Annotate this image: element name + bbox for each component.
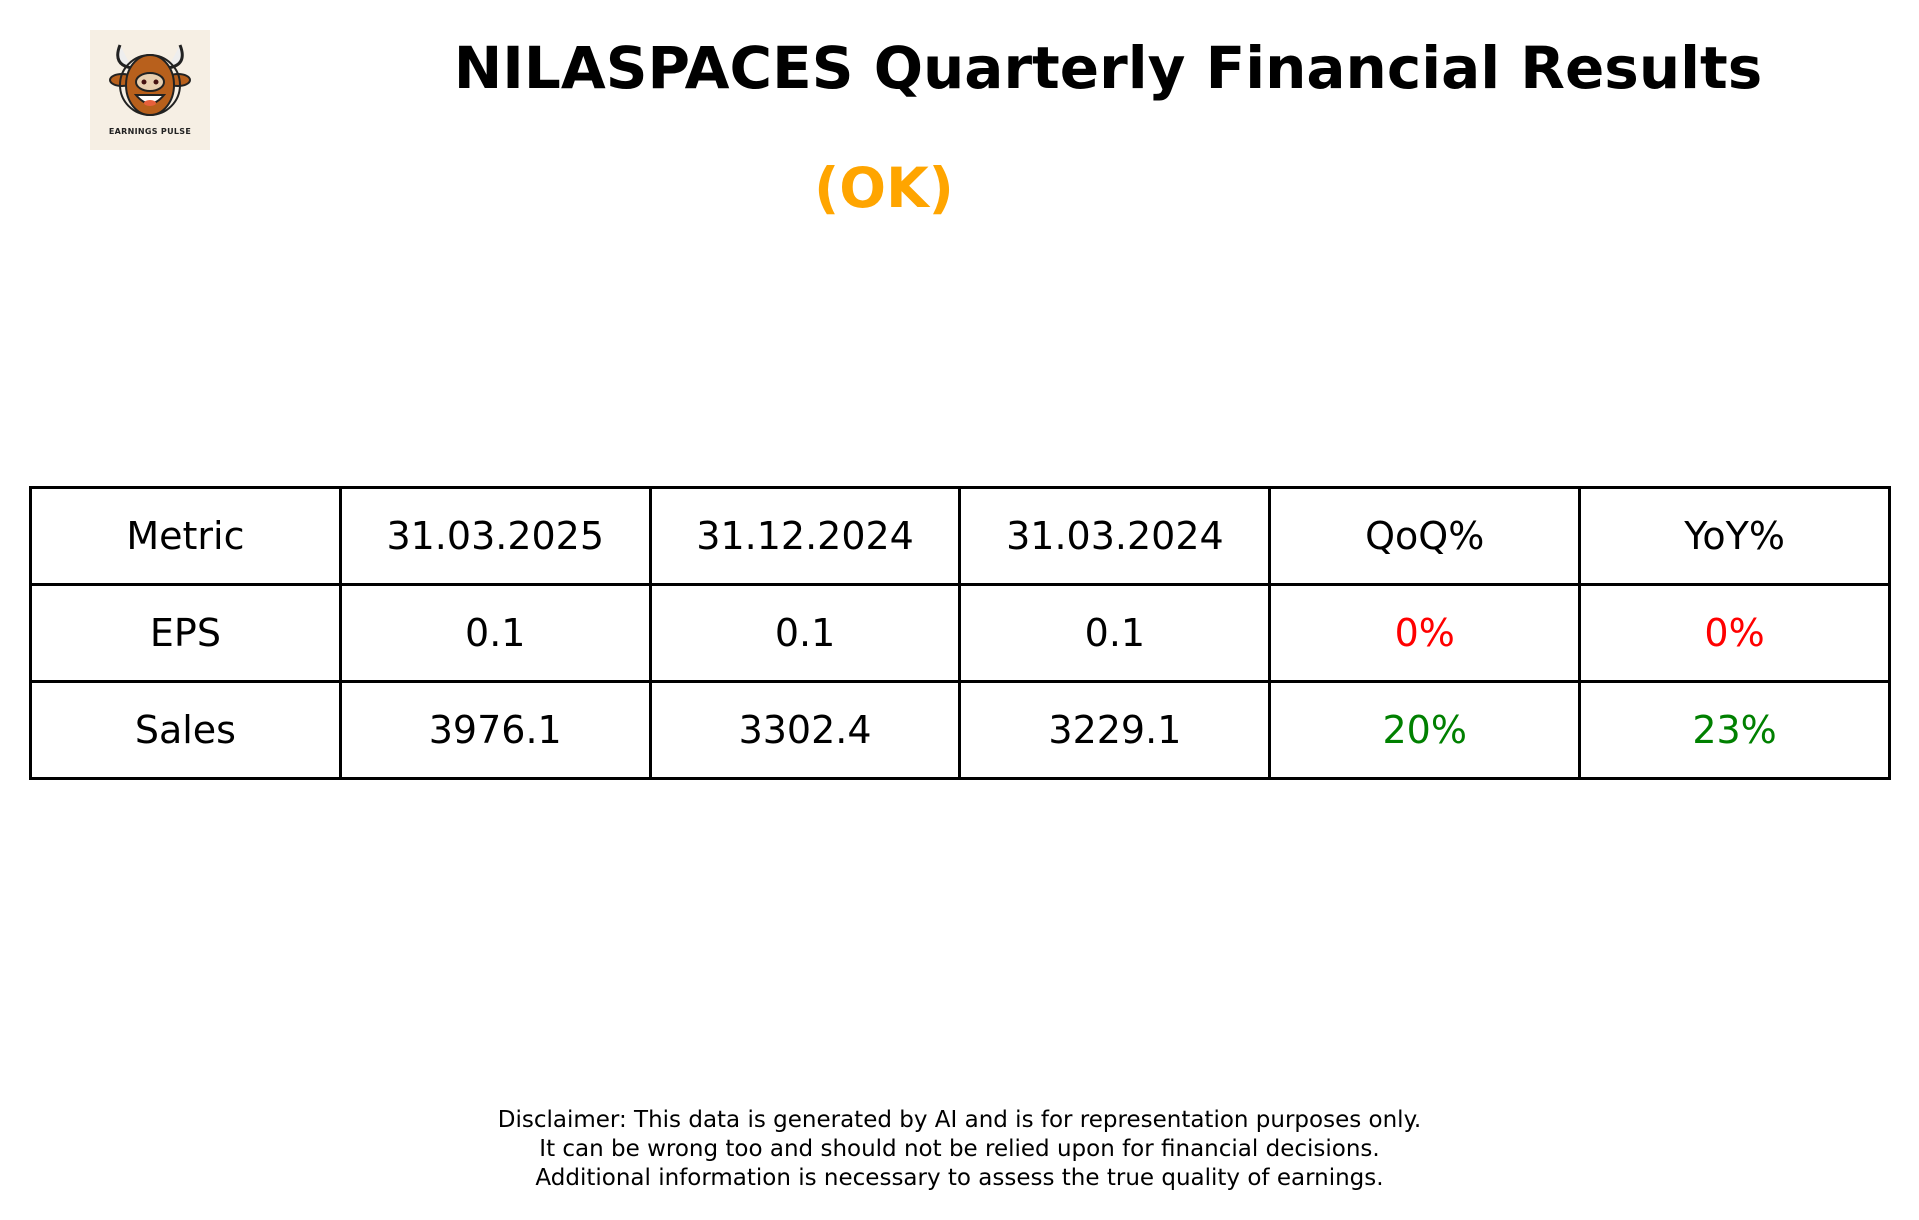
- header-cell: QoQ%: [1268, 486, 1582, 586]
- metric-cell: Sales: [29, 680, 342, 780]
- table-row: Sales 3976.1 3302.4 3229.1 20% 23%: [29, 680, 1891, 780]
- header-cell: 31.03.2024: [958, 486, 1272, 586]
- qoq-cell: 0%: [1268, 583, 1582, 683]
- value-cell: 3302.4: [648, 680, 962, 780]
- value-cell: 0.1: [958, 583, 1272, 683]
- header-cell: Metric: [29, 486, 342, 586]
- value-cell: 3976.1: [338, 680, 652, 780]
- header-cell: 31.12.2024: [648, 486, 962, 586]
- header-cell: 31.03.2025: [338, 486, 652, 586]
- logo-text: EARNINGS PULSE: [108, 127, 192, 136]
- header-cell: YoY%: [1578, 486, 1891, 586]
- disclaimer-line: It can be wrong too and should not be re…: [539, 1136, 1380, 1162]
- earnings-pulse-logo: EARNINGS PULSE: [90, 30, 210, 150]
- page-title: NILASPACES Quarterly Financial Results: [453, 34, 1763, 102]
- yoy-cell: 23%: [1578, 680, 1891, 780]
- value-cell: 0.1: [338, 583, 652, 683]
- qoq-cell: 20%: [1268, 680, 1582, 780]
- metric-cell: EPS: [29, 583, 342, 683]
- table-header-row: Metric 31.03.2025 31.12.2024 31.03.2024 …: [29, 486, 1891, 586]
- bull-icon: [109, 44, 191, 116]
- value-cell: 0.1: [648, 583, 962, 683]
- disclaimer-line: Disclaimer: This data is generated by AI…: [497, 1107, 1422, 1133]
- value-cell: 3229.1: [958, 680, 1272, 780]
- disclaimer-line: Additional information is necessary to a…: [535, 1165, 1384, 1191]
- disclaimer: Disclaimer: This data is generated by AI…: [0, 1106, 1919, 1193]
- rating-label: (OK): [814, 156, 954, 220]
- results-table: Metric 31.03.2025 31.12.2024 31.03.2024 …: [29, 486, 1891, 780]
- yoy-cell: 0%: [1578, 583, 1891, 683]
- table-row: EPS 0.1 0.1 0.1 0% 0%: [29, 583, 1891, 683]
